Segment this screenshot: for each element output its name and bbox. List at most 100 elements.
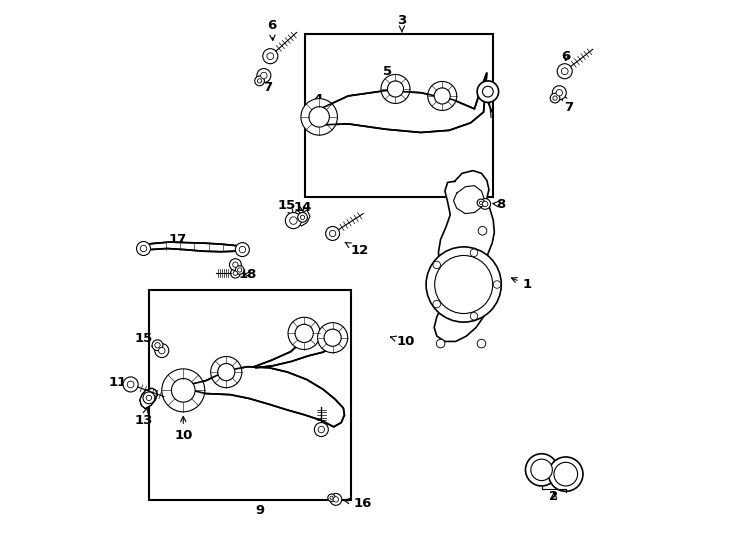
Circle shape <box>233 262 238 267</box>
Circle shape <box>286 213 302 228</box>
Circle shape <box>290 217 297 224</box>
Circle shape <box>301 99 338 135</box>
Circle shape <box>553 96 557 100</box>
Circle shape <box>127 381 134 388</box>
Text: 18: 18 <box>239 268 257 281</box>
Circle shape <box>470 249 478 256</box>
Text: 15: 15 <box>277 199 296 215</box>
Text: 11: 11 <box>109 376 131 389</box>
Text: 2: 2 <box>549 490 559 503</box>
Circle shape <box>238 268 241 272</box>
Circle shape <box>493 281 501 288</box>
Text: 6: 6 <box>562 50 570 63</box>
Circle shape <box>298 213 308 222</box>
Circle shape <box>381 75 410 104</box>
Circle shape <box>330 494 342 505</box>
Text: 17: 17 <box>169 233 187 246</box>
Circle shape <box>172 379 195 402</box>
Circle shape <box>261 72 267 79</box>
Text: 10: 10 <box>174 416 192 442</box>
Circle shape <box>267 53 274 59</box>
Circle shape <box>326 226 340 240</box>
Circle shape <box>556 90 562 96</box>
Circle shape <box>230 259 241 271</box>
Bar <box>150 291 351 500</box>
Circle shape <box>155 343 169 357</box>
Circle shape <box>426 247 501 322</box>
Text: 4: 4 <box>429 82 439 95</box>
Circle shape <box>295 324 313 342</box>
Polygon shape <box>142 242 244 252</box>
Circle shape <box>309 107 330 127</box>
Polygon shape <box>320 73 487 132</box>
Circle shape <box>479 226 487 235</box>
Circle shape <box>255 76 264 86</box>
Text: 7: 7 <box>562 95 573 114</box>
Text: 8: 8 <box>493 198 506 211</box>
Polygon shape <box>254 328 346 368</box>
Circle shape <box>548 457 583 491</box>
Circle shape <box>477 339 486 348</box>
Circle shape <box>482 86 493 97</box>
Circle shape <box>300 215 305 219</box>
Circle shape <box>435 255 493 314</box>
Circle shape <box>434 88 450 104</box>
Polygon shape <box>434 171 494 341</box>
Circle shape <box>218 363 235 381</box>
Circle shape <box>239 246 246 253</box>
Polygon shape <box>294 210 310 226</box>
Text: 14: 14 <box>294 201 312 214</box>
Circle shape <box>140 245 147 252</box>
Circle shape <box>433 261 440 269</box>
Text: 7: 7 <box>263 77 272 94</box>
Circle shape <box>257 69 271 83</box>
Circle shape <box>477 199 484 207</box>
Circle shape <box>143 392 155 404</box>
Circle shape <box>470 313 478 320</box>
Circle shape <box>211 356 241 388</box>
Polygon shape <box>139 388 158 409</box>
Circle shape <box>161 369 205 412</box>
Circle shape <box>328 494 335 502</box>
Circle shape <box>433 300 440 308</box>
Circle shape <box>258 79 262 83</box>
Circle shape <box>553 86 567 100</box>
Polygon shape <box>184 367 344 427</box>
Circle shape <box>288 318 320 349</box>
Circle shape <box>123 377 138 392</box>
Text: 6: 6 <box>267 19 277 40</box>
Circle shape <box>531 459 553 481</box>
Text: 1: 1 <box>512 278 531 291</box>
Circle shape <box>236 242 250 256</box>
Circle shape <box>330 231 335 237</box>
Text: 10: 10 <box>390 335 415 348</box>
Text: 13: 13 <box>135 408 153 427</box>
Text: 9: 9 <box>255 504 264 517</box>
Circle shape <box>333 497 338 502</box>
Text: 5: 5 <box>383 65 393 83</box>
Circle shape <box>155 342 160 348</box>
Text: 16: 16 <box>344 497 372 510</box>
Circle shape <box>436 339 445 348</box>
Circle shape <box>137 241 150 255</box>
Circle shape <box>479 201 482 205</box>
Circle shape <box>482 201 488 207</box>
Circle shape <box>330 496 333 500</box>
Text: 3: 3 <box>397 14 407 32</box>
Text: 12: 12 <box>345 242 368 257</box>
Circle shape <box>477 81 498 103</box>
Circle shape <box>557 64 573 79</box>
Circle shape <box>236 266 244 274</box>
Circle shape <box>550 93 560 103</box>
Text: 4: 4 <box>313 93 322 112</box>
Circle shape <box>324 329 341 346</box>
Circle shape <box>388 81 404 97</box>
Circle shape <box>263 49 278 64</box>
Circle shape <box>152 340 163 350</box>
Circle shape <box>562 68 568 75</box>
Circle shape <box>318 322 348 353</box>
Circle shape <box>146 395 152 401</box>
Text: 15: 15 <box>135 332 159 347</box>
Circle shape <box>314 423 328 436</box>
Circle shape <box>233 271 238 275</box>
